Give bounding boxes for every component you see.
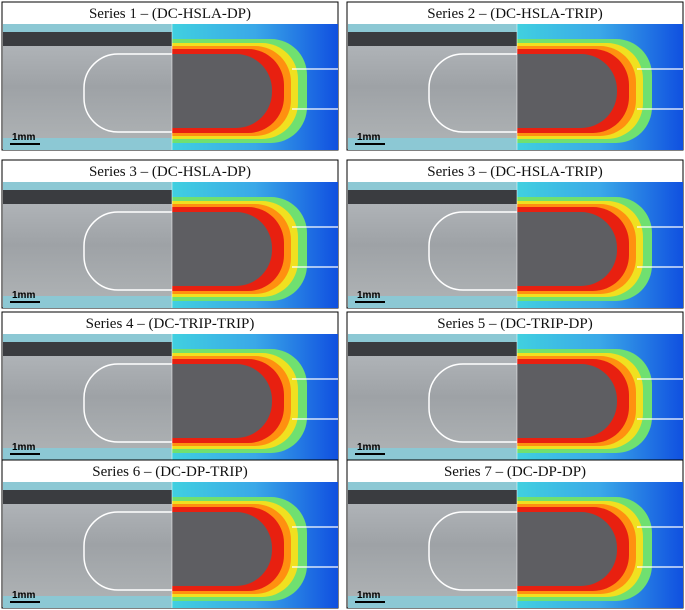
panel-title: Series 1 – (DC-HSLA-DP) bbox=[89, 6, 251, 22]
top-sheet bbox=[3, 490, 172, 504]
panel-title: Series 5 – (DC-TRIP-DP) bbox=[437, 316, 592, 332]
top-sheet bbox=[348, 32, 517, 46]
scale-label: 1mm bbox=[357, 590, 380, 601]
scale-label: 1mm bbox=[12, 290, 35, 301]
scale-label: 1mm bbox=[357, 132, 380, 143]
panel: Series 3 – (DC-HSLA-TRIP) 1mm bbox=[347, 160, 683, 308]
scale-label: 1mm bbox=[357, 290, 380, 301]
panel-title: Series 4 – (DC-TRIP-TRIP) bbox=[86, 316, 255, 332]
panel-title: Series 3 – (DC-HSLA-DP) bbox=[89, 164, 251, 180]
panel: Series 3 – (DC-HSLA-DP) 1mm bbox=[2, 160, 338, 308]
top-sheet bbox=[3, 342, 172, 356]
panel: Series 1 – (DC-HSLA-DP) 1mm bbox=[2, 2, 338, 150]
panel-title: Series 2 – (DC-HSLA-TRIP) bbox=[427, 6, 602, 22]
top-sheet bbox=[3, 32, 172, 46]
scale-label: 1mm bbox=[12, 442, 35, 453]
panel: Series 6 – (DC-DP-TRIP) 1mm bbox=[2, 460, 338, 608]
panel-title: Series 7 – (DC-DP-DP) bbox=[444, 464, 586, 480]
figure: Series 1 – (DC-HSLA-DP)1mmSeries 2 – (DC… bbox=[0, 0, 685, 610]
top-sheet bbox=[348, 190, 517, 204]
panel: Series 4 – (DC-TRIP-TRIP) 1mm bbox=[2, 312, 338, 460]
top-sheet bbox=[348, 342, 517, 356]
top-sheet bbox=[3, 190, 172, 204]
panel: Series 2 – (DC-HSLA-TRIP) 1mm bbox=[347, 2, 683, 150]
scale-label: 1mm bbox=[357, 442, 380, 453]
panel: Series 7 – (DC-DP-DP) 1mm bbox=[347, 460, 683, 608]
panel: Series 5 – (DC-TRIP-DP) 1mm bbox=[347, 312, 683, 460]
panel-title: Series 6 – (DC-DP-TRIP) bbox=[92, 464, 247, 480]
top-sheet bbox=[348, 490, 517, 504]
scale-label: 1mm bbox=[12, 590, 35, 601]
scale-label: 1mm bbox=[12, 132, 35, 143]
panel-title: Series 3 – (DC-HSLA-TRIP) bbox=[427, 164, 602, 180]
